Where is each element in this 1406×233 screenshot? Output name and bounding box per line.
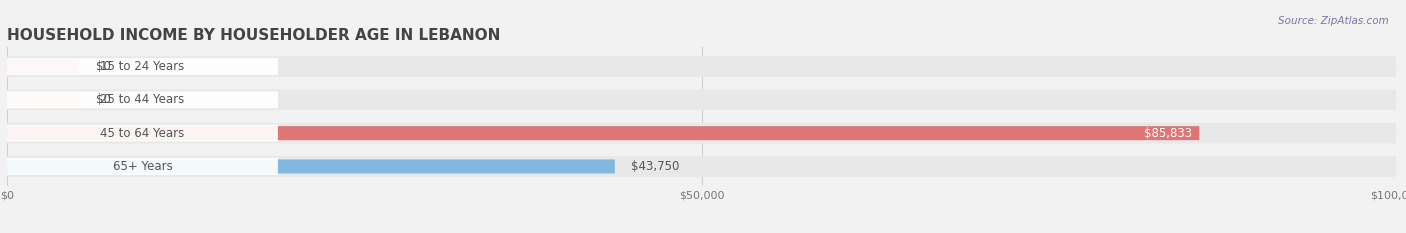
FancyBboxPatch shape — [7, 93, 79, 107]
Text: 45 to 64 Years: 45 to 64 Years — [100, 127, 184, 140]
FancyBboxPatch shape — [7, 56, 1396, 77]
Text: $43,750: $43,750 — [631, 160, 681, 173]
FancyBboxPatch shape — [7, 123, 1396, 144]
FancyBboxPatch shape — [7, 126, 1199, 140]
Text: $0: $0 — [96, 60, 111, 73]
FancyBboxPatch shape — [7, 159, 614, 173]
Text: $85,833: $85,833 — [1144, 127, 1192, 140]
FancyBboxPatch shape — [7, 58, 278, 75]
FancyBboxPatch shape — [7, 91, 278, 108]
Text: $0: $0 — [96, 93, 111, 106]
Text: 65+ Years: 65+ Years — [112, 160, 173, 173]
Text: 25 to 44 Years: 25 to 44 Years — [100, 93, 184, 106]
Text: HOUSEHOLD INCOME BY HOUSEHOLDER AGE IN LEBANON: HOUSEHOLD INCOME BY HOUSEHOLDER AGE IN L… — [7, 28, 501, 43]
FancyBboxPatch shape — [7, 89, 1396, 110]
FancyBboxPatch shape — [7, 156, 1396, 177]
Text: 15 to 24 Years: 15 to 24 Years — [100, 60, 184, 73]
FancyBboxPatch shape — [7, 158, 278, 175]
FancyBboxPatch shape — [7, 60, 79, 74]
FancyBboxPatch shape — [7, 125, 278, 142]
Text: Source: ZipAtlas.com: Source: ZipAtlas.com — [1278, 16, 1389, 26]
